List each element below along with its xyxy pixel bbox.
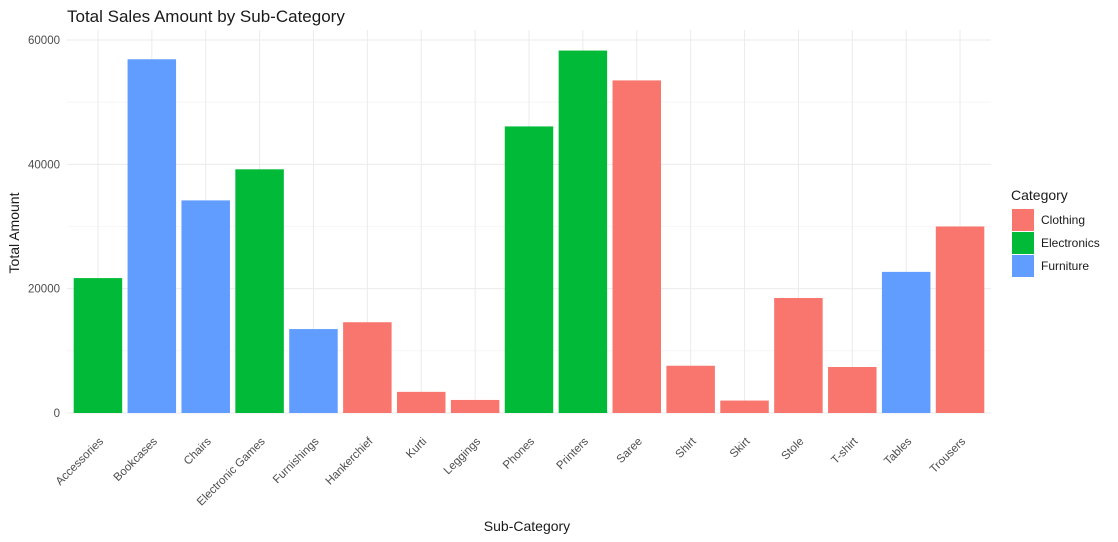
bar (612, 80, 662, 414)
x-tick-label: Kurti (404, 436, 429, 461)
x-tick-label: Shirt (674, 435, 700, 461)
x-tick-label: Accessories (54, 435, 106, 487)
legend-label: Electronics (1041, 236, 1100, 250)
x-tick-label: T-shirt (829, 435, 861, 467)
bar (828, 366, 877, 413)
legend-swatch (1012, 209, 1034, 231)
bar (720, 400, 769, 413)
legend-swatch (1012, 232, 1034, 254)
bar (666, 365, 715, 413)
y-tick-label: 0 (54, 408, 60, 420)
legend-items: Clothing Electronics Furniture (1012, 209, 1100, 277)
x-tick-label: Chairs (182, 435, 214, 467)
bars (73, 50, 985, 414)
legend-title: Category (1011, 187, 1068, 203)
x-tick-label: Leggings (442, 435, 484, 477)
bar (235, 169, 284, 413)
x-tick-label: Tables (882, 435, 914, 467)
bar (73, 278, 123, 413)
x-axis-title: Sub-Category (484, 518, 570, 534)
x-tick-label: Saree (615, 436, 645, 466)
y-axis-title: Total Amount (6, 192, 22, 273)
chart-title: Total Sales Amount by Sub-Category (67, 7, 345, 26)
x-tick-label: Furnishings (271, 435, 322, 486)
bar (558, 50, 608, 414)
legend-label: Furniture (1041, 259, 1089, 273)
bar (774, 297, 823, 413)
y-tick-label: 20000 (28, 284, 60, 296)
x-tick-label: Printers (554, 435, 591, 472)
x-tick-label: Trousers (928, 435, 968, 475)
y-tick-label: 60000 (28, 35, 60, 47)
legend-swatch (1012, 255, 1034, 277)
bar (396, 391, 446, 413)
bar (504, 126, 554, 413)
legend: Category Clothing Electronics Furniture (1011, 187, 1100, 277)
y-axis-ticks: 0 20000 40000 60000 (28, 35, 60, 420)
x-tick-label: Hankerchief (324, 435, 376, 487)
x-tick-label: Skirt (728, 435, 753, 460)
bar (450, 399, 500, 413)
bar (181, 200, 230, 413)
bar (881, 271, 931, 413)
bar (289, 329, 338, 413)
x-tick-label: Phones (501, 435, 537, 471)
y-tick-label: 40000 (28, 159, 60, 171)
x-tick-label: Stole (780, 436, 807, 463)
bar (935, 226, 985, 413)
bar (127, 59, 177, 413)
x-tick-label: Bookcases (112, 435, 160, 483)
bar (343, 322, 392, 413)
legend-label: Clothing (1041, 213, 1085, 227)
